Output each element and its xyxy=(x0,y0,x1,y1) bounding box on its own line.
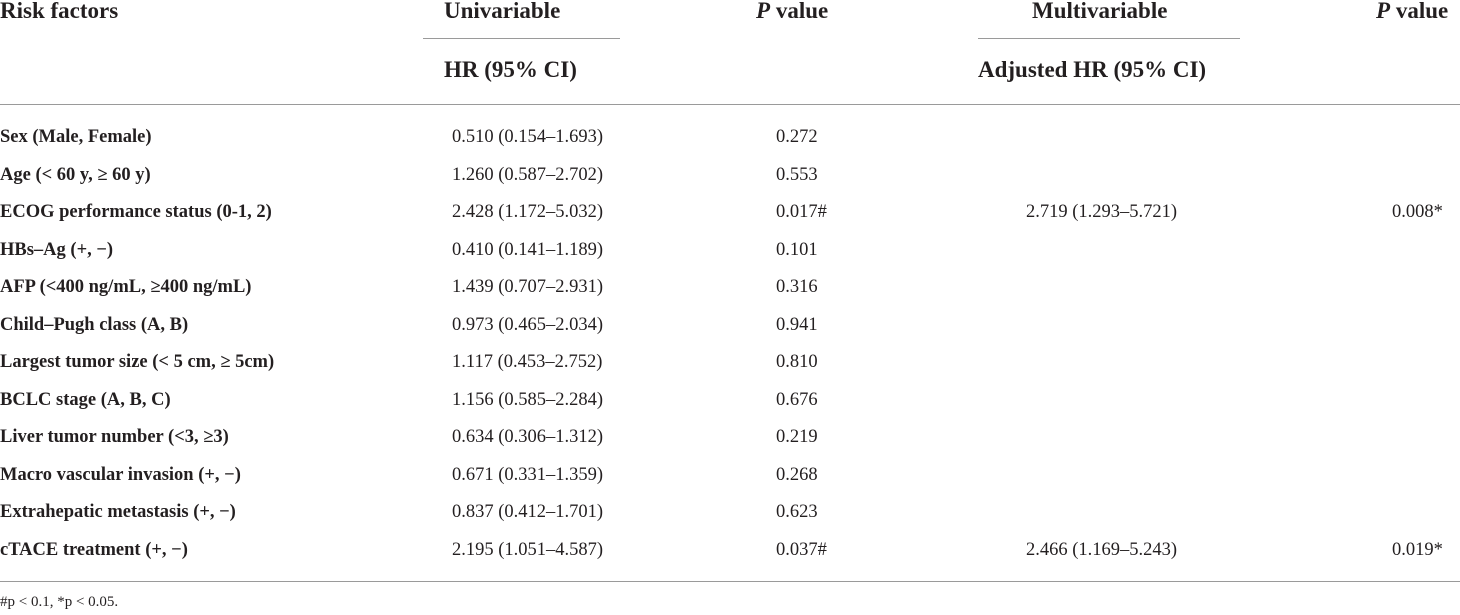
adjusted-p-value-cell: 0.019* xyxy=(1392,540,1443,560)
multivariable-underline xyxy=(978,38,1240,39)
table-footnote: #p < 0.1, *p < 0.05. xyxy=(0,594,119,610)
p-value-text: value xyxy=(770,0,829,23)
hr-cell: 0.410 (0.141–1.189) xyxy=(452,240,604,260)
risk-factor-cell: Age (< 60 y, ≥ 60 y) xyxy=(0,165,151,185)
univariable-underline xyxy=(423,38,620,39)
adjusted-hr-cell: 2.719 (1.293–5.721) xyxy=(1026,202,1178,222)
risk-factor-cell: BCLC stage (A, B, C) xyxy=(0,390,171,410)
header-p-value-univariable: P value xyxy=(756,0,828,24)
p-value-cell: 0.017# xyxy=(776,202,827,222)
risk-factor-cell: Largest tumor size (< 5 cm, ≥ 5cm) xyxy=(0,352,275,372)
p-value-cell: 0.101 xyxy=(776,240,818,260)
p-italic: P xyxy=(1376,0,1391,23)
hr-cell: 0.510 (0.154–1.693) xyxy=(452,127,604,147)
p-italic: P xyxy=(756,0,771,23)
risk-factor-cell: cTACE treatment (+, −) xyxy=(0,540,188,560)
risk-factor-cell: Sex (Male, Female) xyxy=(0,127,152,147)
p-value-cell: 0.219 xyxy=(776,427,818,447)
p-value-cell: 0.316 xyxy=(776,277,818,297)
hr-cell: 0.973 (0.465–2.034) xyxy=(452,315,604,335)
p-value-cell: 0.676 xyxy=(776,390,818,410)
risk-factor-cell: AFP (<400 ng/mL, ≥400 ng/mL) xyxy=(0,277,252,297)
hr-cell: 0.634 (0.306–1.312) xyxy=(452,427,604,447)
header-p-value-multivariable: P value xyxy=(1376,0,1448,24)
hr-cell: 0.837 (0.412–1.701) xyxy=(452,502,604,522)
risk-factor-cell: HBs–Ag (+, −) xyxy=(0,240,114,260)
risk-factor-cell: Extrahepatic metastasis (+, −) xyxy=(0,502,236,522)
p-value-cell: 0.941 xyxy=(776,315,818,335)
header-univariable-hr: HR (95% CI) xyxy=(444,57,577,82)
hr-cell: 1.260 (0.587–2.702) xyxy=(452,165,604,185)
risk-factor-cell: Macro vascular invasion (+, −) xyxy=(0,465,241,485)
p-value-cell: 0.037# xyxy=(776,540,827,560)
p-value-cell: 0.553 xyxy=(776,165,818,185)
hr-cell: 1.117 (0.453–2.752) xyxy=(452,352,603,372)
p-value-cell: 0.623 xyxy=(776,502,818,522)
header-adjusted-hr: Adjusted HR (95% CI) xyxy=(978,57,1207,82)
header-univariable: Univariable xyxy=(444,0,561,23)
adjusted-hr-cell: 2.466 (1.169–5.243) xyxy=(1026,540,1178,560)
p-value-cell: 0.810 xyxy=(776,352,818,372)
risk-factor-cell: Child–Pugh class (A, B) xyxy=(0,315,189,335)
table-bottom-rule xyxy=(0,581,1460,582)
header-risk-factors: Risk factors xyxy=(0,0,119,23)
hr-cell: 1.439 (0.707–2.931) xyxy=(452,277,604,297)
p-value-cell: 0.268 xyxy=(776,465,818,485)
hr-cell: 2.428 (1.172–5.032) xyxy=(452,202,604,222)
p-value-text: value xyxy=(1390,0,1449,23)
hr-cell: 2.195 (1.051–4.587) xyxy=(452,540,604,560)
header-multivariable: Multivariable xyxy=(1032,0,1168,23)
hr-cell: 1.156 (0.585–2.284) xyxy=(452,390,604,410)
hr-cell: 0.671 (0.331–1.359) xyxy=(452,465,604,485)
header-divider xyxy=(0,104,1460,105)
risk-factor-cell: ECOG performance status (0-1, 2) xyxy=(0,202,272,222)
risk-factor-cell: Liver tumor number (<3, ≥3) xyxy=(0,427,229,447)
p-value-cell: 0.272 xyxy=(776,127,818,147)
adjusted-p-value-cell: 0.008* xyxy=(1392,202,1443,222)
